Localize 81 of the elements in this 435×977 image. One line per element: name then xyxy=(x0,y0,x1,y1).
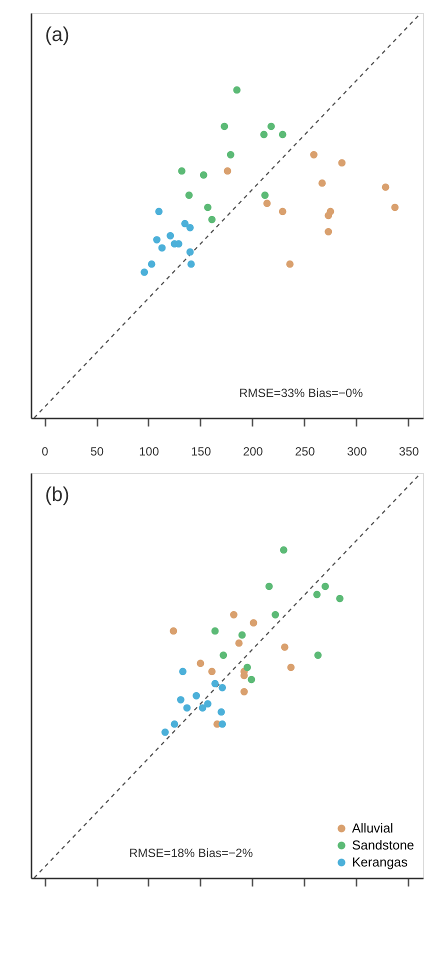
point xyxy=(155,208,163,216)
point xyxy=(318,179,326,187)
point xyxy=(208,668,216,676)
point xyxy=(238,631,246,639)
point xyxy=(235,639,243,647)
legend-label: Kerangas xyxy=(352,854,408,870)
x-tick-label: 200 xyxy=(242,444,264,458)
point xyxy=(322,582,329,590)
x-tick-label: 300 xyxy=(346,444,368,458)
point xyxy=(224,167,232,175)
point xyxy=(244,664,251,672)
point xyxy=(208,216,216,224)
point xyxy=(267,122,275,130)
point xyxy=(250,619,258,627)
point xyxy=(263,200,271,208)
point xyxy=(338,159,346,167)
annotation: RMSE=18% Bias=−2% xyxy=(129,846,254,860)
point xyxy=(148,260,156,268)
point xyxy=(198,704,206,712)
point xyxy=(187,260,195,268)
point xyxy=(153,236,161,244)
point xyxy=(382,183,390,191)
point xyxy=(286,260,294,268)
point xyxy=(260,130,268,138)
annotation: (a) xyxy=(45,24,70,46)
point xyxy=(233,86,241,94)
point xyxy=(240,688,248,696)
point xyxy=(178,167,186,175)
point xyxy=(211,627,219,635)
x-tick-label: 0 xyxy=(42,444,49,458)
point xyxy=(192,692,200,700)
x-tick-label: 350 xyxy=(398,444,420,458)
point xyxy=(336,594,344,602)
point xyxy=(324,212,332,220)
point xyxy=(177,696,184,704)
legend-label: Alluvial xyxy=(352,820,394,836)
point xyxy=(186,248,194,256)
legend-label: Sandstone xyxy=(352,838,414,852)
point xyxy=(265,582,273,590)
point xyxy=(211,680,219,688)
annotation: (b) xyxy=(45,484,70,506)
point xyxy=(170,627,178,635)
point xyxy=(261,192,269,199)
point xyxy=(230,611,238,618)
point xyxy=(185,192,193,199)
point xyxy=(196,660,204,668)
point xyxy=(310,151,318,158)
point xyxy=(166,232,174,240)
point xyxy=(324,228,332,236)
point xyxy=(278,130,286,138)
point xyxy=(278,208,286,216)
point xyxy=(272,611,280,618)
point xyxy=(204,700,212,708)
point xyxy=(140,268,148,276)
point xyxy=(281,643,288,651)
point xyxy=(200,171,208,179)
x-tick-label: 150 xyxy=(190,444,212,458)
point xyxy=(226,151,234,158)
point xyxy=(220,652,228,659)
point xyxy=(220,122,228,130)
x-tick-label: 250 xyxy=(294,444,316,458)
x-tick-label: 50 xyxy=(90,444,104,458)
point xyxy=(218,684,226,692)
point xyxy=(218,720,226,728)
point xyxy=(280,546,288,554)
point xyxy=(204,204,212,212)
point xyxy=(158,244,166,252)
point xyxy=(391,204,399,212)
point xyxy=(181,220,189,228)
point xyxy=(314,652,322,659)
point xyxy=(161,728,169,736)
point xyxy=(186,224,194,232)
point xyxy=(218,708,225,716)
point xyxy=(183,704,191,712)
point xyxy=(313,590,321,598)
point xyxy=(179,668,187,676)
annotation: RMSE=33% Bias=−0% xyxy=(239,386,364,400)
point xyxy=(287,664,295,672)
x-tick-label: 100 xyxy=(138,444,160,458)
point xyxy=(170,720,178,728)
point xyxy=(248,676,256,684)
